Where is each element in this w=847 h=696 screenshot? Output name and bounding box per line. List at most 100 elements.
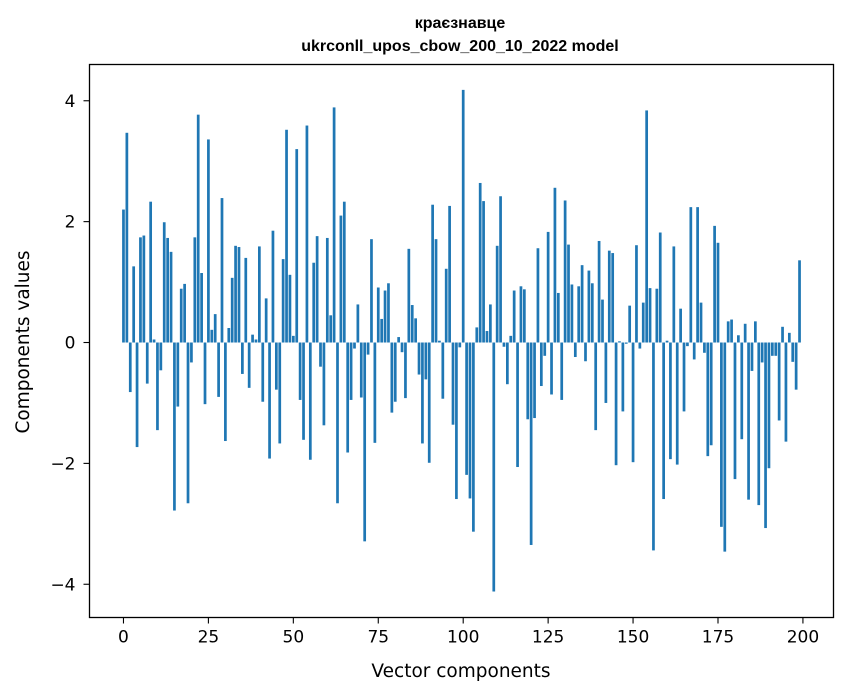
bar <box>472 342 475 532</box>
bar <box>434 239 438 343</box>
y-tick-label: 4 <box>65 92 76 112</box>
bar <box>509 335 513 343</box>
bar <box>370 239 373 343</box>
bar <box>580 265 584 343</box>
bar <box>723 342 727 552</box>
bar <box>563 200 567 343</box>
bar <box>669 342 672 460</box>
plot-frame <box>88 63 835 619</box>
bar <box>703 342 706 353</box>
bar <box>597 240 601 343</box>
bar <box>404 342 407 399</box>
bar <box>312 262 316 343</box>
bar <box>519 286 523 343</box>
bar <box>438 340 441 343</box>
bar <box>791 342 795 362</box>
bar <box>655 288 659 343</box>
bar <box>512 290 516 343</box>
bar <box>417 342 421 375</box>
bar <box>468 342 472 499</box>
bar <box>618 341 621 343</box>
bar <box>200 273 203 343</box>
bar <box>268 342 271 459</box>
bar <box>645 110 649 343</box>
bar <box>122 209 125 343</box>
x-tick-label: 50 <box>283 628 305 648</box>
chart-subtitle: ukrconll_upos_cbow_200_10_2022 model <box>301 38 618 55</box>
bar <box>383 290 387 343</box>
bar <box>590 283 594 343</box>
bar <box>499 196 502 343</box>
bar <box>794 342 798 390</box>
bar <box>730 319 733 343</box>
bar <box>584 342 587 362</box>
bar <box>288 274 292 343</box>
bar <box>173 342 176 511</box>
bar <box>278 342 282 444</box>
bar <box>271 230 275 343</box>
bar <box>458 342 462 348</box>
bar <box>295 149 299 343</box>
bar <box>139 237 142 343</box>
bar <box>553 187 557 343</box>
bar <box>431 204 434 343</box>
bar <box>308 342 312 460</box>
bar <box>230 277 234 343</box>
bar <box>492 342 496 592</box>
bar <box>424 342 428 380</box>
bar <box>298 342 302 400</box>
bar <box>421 342 424 444</box>
bar <box>798 260 801 343</box>
bar <box>393 342 397 402</box>
bar <box>234 245 237 343</box>
bar <box>135 342 139 448</box>
y-axis-ticks: −4 −2 0 2 4 <box>50 92 90 595</box>
bar <box>254 339 258 343</box>
bar <box>682 342 686 412</box>
bar <box>315 236 319 343</box>
bar <box>224 342 227 442</box>
bar <box>777 342 781 421</box>
bar <box>577 286 581 343</box>
bar <box>339 215 343 343</box>
bar <box>652 342 655 551</box>
bar <box>274 342 278 390</box>
bar <box>696 207 699 343</box>
bar <box>720 342 723 527</box>
bar <box>628 305 632 343</box>
bar <box>207 139 210 343</box>
bar <box>747 342 750 500</box>
bar <box>604 342 608 403</box>
bar <box>614 342 618 466</box>
bar <box>573 342 577 358</box>
bar <box>461 89 465 343</box>
bar <box>482 201 485 343</box>
bar <box>128 342 132 393</box>
bar <box>220 198 224 343</box>
x-axis-ticks: 0 25 50 75 100 125 150 175 200 <box>118 617 819 648</box>
bar <box>686 342 689 347</box>
bar <box>713 225 716 343</box>
bar <box>601 299 604 343</box>
bar <box>132 266 136 343</box>
bar <box>302 342 305 440</box>
bar <box>607 250 611 343</box>
x-tick-label: 150 <box>617 628 649 648</box>
bar <box>641 302 645 343</box>
bar <box>336 342 339 504</box>
bar <box>193 237 197 343</box>
bar <box>241 342 244 374</box>
y-tick-label: 2 <box>65 213 76 233</box>
bar <box>196 114 200 343</box>
bar <box>764 342 767 529</box>
bar <box>672 246 676 343</box>
bar <box>281 259 285 343</box>
bar <box>570 284 574 343</box>
bar <box>522 289 526 343</box>
bar <box>516 342 519 468</box>
bar <box>478 182 482 343</box>
bar <box>390 342 394 413</box>
bar <box>261 342 265 402</box>
bar <box>380 318 384 343</box>
